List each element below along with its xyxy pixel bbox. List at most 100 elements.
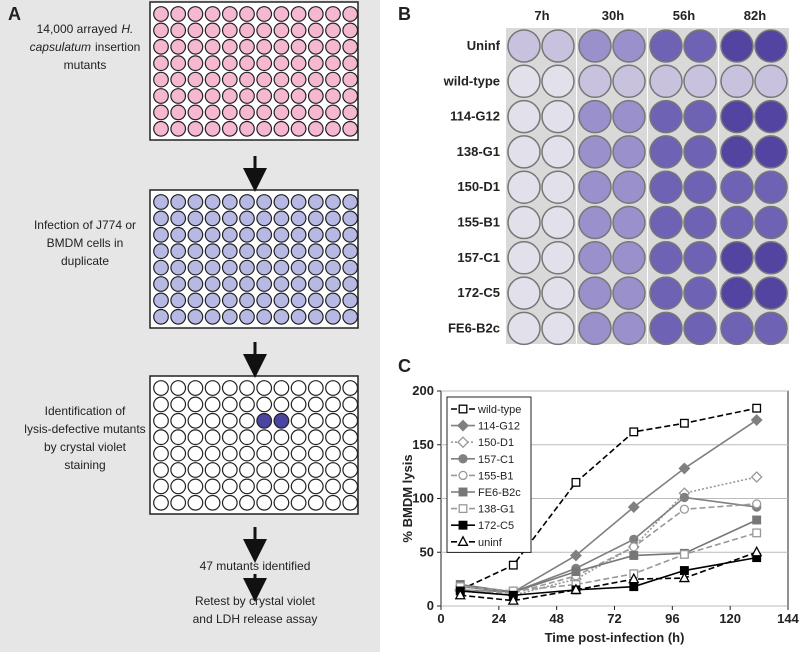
well-photo xyxy=(612,170,646,204)
well-photo xyxy=(612,311,646,346)
marker xyxy=(629,551,639,560)
well xyxy=(239,292,255,309)
well-photo xyxy=(720,170,754,204)
well-photo xyxy=(683,99,717,134)
well xyxy=(170,194,187,210)
well xyxy=(153,396,169,413)
well xyxy=(221,412,238,429)
well xyxy=(170,396,187,413)
well xyxy=(273,104,290,121)
well xyxy=(153,194,169,210)
well xyxy=(239,243,255,260)
row-label: 114-G12 xyxy=(450,109,500,124)
legend-label: 172-C5 xyxy=(478,520,514,532)
well xyxy=(187,194,204,210)
well xyxy=(204,292,221,309)
well-photo xyxy=(649,64,683,99)
well xyxy=(170,22,187,39)
well-photo xyxy=(612,276,646,310)
well-photo xyxy=(649,170,683,204)
marker xyxy=(570,549,582,562)
well xyxy=(273,88,290,104)
well-photo xyxy=(578,64,612,99)
well-photo xyxy=(578,241,612,275)
well xyxy=(325,292,341,309)
well xyxy=(204,88,221,104)
well xyxy=(187,22,204,39)
well xyxy=(153,6,169,22)
well-photo xyxy=(754,135,788,169)
well-photo xyxy=(720,205,754,240)
well xyxy=(153,71,169,88)
row-label: FE6-B2c xyxy=(448,320,500,335)
well xyxy=(221,380,238,396)
well xyxy=(204,308,221,325)
well xyxy=(187,292,204,309)
well xyxy=(256,308,273,325)
well xyxy=(325,88,341,104)
well xyxy=(187,243,204,260)
well xyxy=(256,226,273,243)
marker xyxy=(627,501,640,514)
well-photo xyxy=(720,64,754,99)
well xyxy=(153,429,169,446)
well xyxy=(170,210,187,227)
well-photo xyxy=(683,276,717,310)
well xyxy=(273,38,290,55)
well xyxy=(307,462,324,478)
series-line xyxy=(460,503,757,594)
well xyxy=(256,292,273,309)
x-tick-label: 72 xyxy=(607,611,621,626)
well xyxy=(221,429,238,446)
well xyxy=(290,494,307,511)
marker xyxy=(678,571,690,583)
well xyxy=(342,226,359,243)
marker xyxy=(628,572,640,584)
well xyxy=(153,226,169,243)
plate xyxy=(149,375,359,515)
well xyxy=(256,120,273,137)
well xyxy=(239,478,255,495)
well xyxy=(290,462,307,478)
well xyxy=(170,6,187,22)
well-photo xyxy=(541,170,575,204)
well-photo xyxy=(649,205,683,240)
legend-marker xyxy=(457,419,469,432)
well xyxy=(342,55,359,72)
well-photo xyxy=(649,311,683,346)
well xyxy=(307,243,324,260)
well xyxy=(273,276,290,292)
well-photo xyxy=(541,241,575,275)
well xyxy=(273,412,290,429)
well xyxy=(153,462,169,478)
marker xyxy=(507,594,519,605)
well xyxy=(256,104,273,121)
well xyxy=(204,120,221,137)
column-header: 30h xyxy=(602,8,624,23)
step-text: 14,000 arrayed xyxy=(37,22,118,36)
well-photo xyxy=(612,29,646,63)
row-label: 157-C1 xyxy=(457,250,500,265)
well-photo xyxy=(578,311,612,346)
well-photo xyxy=(507,241,541,275)
y-axis-label: % BMDM lysis xyxy=(400,454,415,542)
well-photo xyxy=(507,29,541,63)
well xyxy=(325,259,341,276)
y-tick-label: 100 xyxy=(412,491,434,506)
well xyxy=(325,6,341,22)
well xyxy=(256,38,273,55)
well xyxy=(342,429,359,446)
well xyxy=(290,445,307,462)
legend-label: uninf xyxy=(478,537,503,549)
well xyxy=(273,494,290,511)
well xyxy=(170,276,187,292)
well-photo xyxy=(541,64,575,99)
well xyxy=(307,478,324,495)
well xyxy=(153,120,169,137)
well xyxy=(307,259,324,276)
well xyxy=(187,494,204,511)
well xyxy=(239,6,255,22)
well-photo xyxy=(541,311,575,346)
well xyxy=(290,210,307,227)
y-tick-label: 0 xyxy=(427,598,434,613)
